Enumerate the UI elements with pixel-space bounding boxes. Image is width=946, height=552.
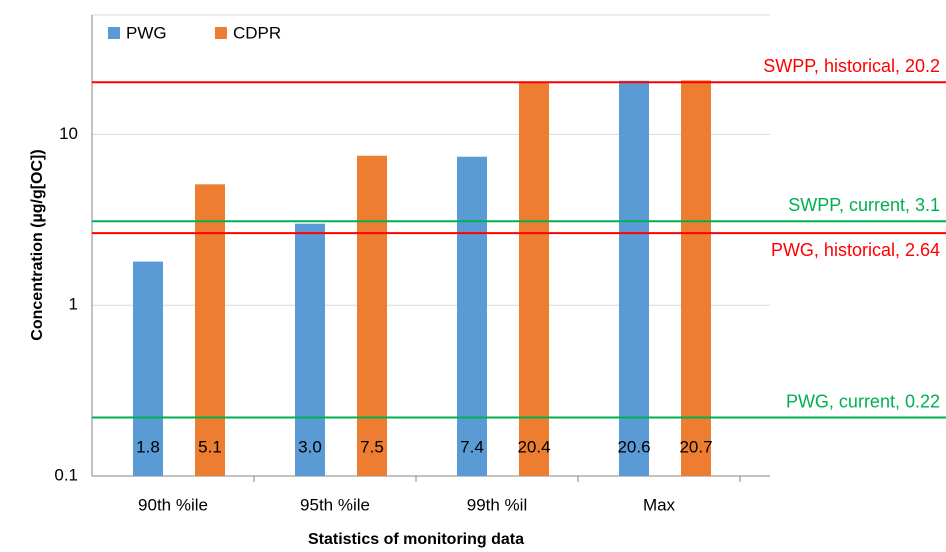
x-axis-title: Statistics of monitoring data [308,531,524,548]
bar [133,261,163,476]
bar [295,223,325,476]
value-label: 5.1 [198,437,222,456]
legend-swatch [108,27,120,39]
y-axis-title: Concentration (µg/g[OC]) [29,149,46,340]
reference-label: SWPP, current, 3.1 [788,195,940,215]
bar [195,184,225,476]
bar [457,156,487,477]
value-label: 7.5 [360,437,384,456]
value-label: 20.4 [517,437,550,456]
reference-label: PWG, historical, 2.64 [771,240,940,260]
value-label: 20.6 [617,437,650,456]
value-label: 7.4 [460,437,484,456]
y-tick-label: 0.1 [54,465,78,484]
reference-label: PWG, current, 0.22 [786,391,940,411]
bar [357,155,387,477]
bar [619,80,649,476]
x-tick-label: 99th %il [467,495,527,514]
legend-label: CDPR [233,23,281,42]
bar [681,80,711,476]
y-tick-label: 1 [69,295,78,314]
value-label: 20.7 [679,437,712,456]
y-tick-label: 10 [59,124,78,143]
reference-label: SWPP, historical, 20.2 [763,56,940,76]
legend-label: PWG [126,23,167,42]
legend-swatch [215,27,227,39]
x-tick-label: 95th %ile [300,495,370,514]
value-label: 1.8 [136,437,160,456]
value-label: 3.0 [298,437,322,456]
x-tick-label: 90th %ile [138,495,208,514]
bar [519,81,549,477]
x-tick-label: Max [643,495,676,514]
legend-box [100,20,315,46]
